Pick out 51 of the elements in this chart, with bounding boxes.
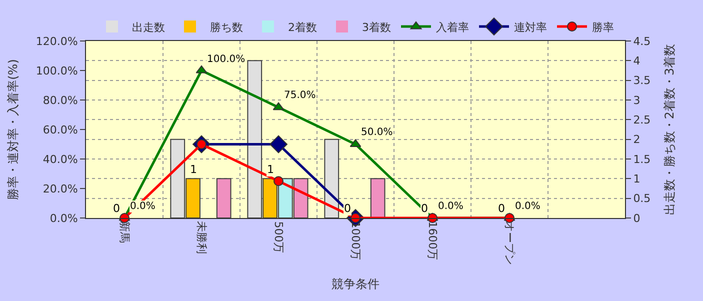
x-tick-label: 1000万	[348, 221, 362, 260]
y-tick-label: 0.0%	[50, 212, 78, 225]
y-axis-title: 勝率・連対率・入着率(%)	[6, 59, 20, 200]
point	[270, 135, 288, 154]
y2-tick-label: 3	[633, 94, 640, 107]
x-tick-label: オープン	[502, 221, 516, 266]
x-tick-label: 新馬	[118, 221, 131, 244]
y2-tick-label: 0.5	[633, 192, 651, 206]
bar	[216, 178, 232, 218]
bar	[324, 138, 340, 218]
y2-tick-label: 4	[633, 54, 640, 68]
data-label: 0	[421, 202, 428, 215]
data-label: 0.0%	[515, 201, 540, 212]
data-label: 0.0%	[438, 201, 464, 212]
data-label: 0	[344, 202, 351, 215]
y2-axis-title: 出走数・勝ち数・2着数・3着数	[662, 44, 677, 216]
legend-label: 3着数	[362, 20, 391, 34]
y2-tick-label: 2.5	[633, 114, 651, 127]
x-tick-label: 1600万	[426, 221, 439, 260]
bar	[370, 178, 386, 218]
data-label: 100.0%	[207, 54, 246, 65]
y-tick-label: 40.0%	[42, 152, 78, 166]
x-tick-label: 未勝利	[194, 221, 208, 254]
x-tick-label: 500万	[272, 221, 285, 254]
x-axis-title: 競争条件	[332, 277, 380, 292]
legend-label: 勝率	[592, 20, 614, 34]
y2-tick-label: 0	[633, 212, 640, 225]
y2-tick-label: 3.5	[633, 74, 651, 88]
data-label: 75.0%	[284, 90, 316, 101]
data-label: 0	[113, 202, 120, 215]
y2-tick-label: 1	[633, 172, 640, 186]
legend-label: 出走数	[132, 20, 165, 34]
legend-label: 勝ち数	[210, 20, 243, 34]
point	[274, 176, 284, 186]
data-label: 1	[190, 163, 197, 176]
point	[272, 102, 284, 110]
y-tick-label: 60.0%	[42, 123, 78, 136]
data-label: 0	[498, 202, 505, 215]
y2-tick-label: 1.5	[633, 152, 651, 166]
legend-label: 連対率	[514, 20, 547, 34]
y2-tick-label: 2	[633, 133, 640, 146]
y-tick-label: 100.0%	[36, 64, 78, 78]
data-label: 50.0%	[361, 127, 393, 138]
y-tick-label: 80.0%	[42, 94, 78, 107]
legend-label: 入着率	[436, 20, 469, 34]
y-tick-label: 120.0%	[36, 34, 78, 48]
legend-label: 2着数	[288, 20, 317, 34]
y2-tick-label: 4.5	[633, 34, 651, 48]
data-label: 0.0%	[130, 201, 156, 212]
data-label: 1	[267, 163, 274, 176]
y-tick-label: 20.0%	[42, 182, 78, 196]
